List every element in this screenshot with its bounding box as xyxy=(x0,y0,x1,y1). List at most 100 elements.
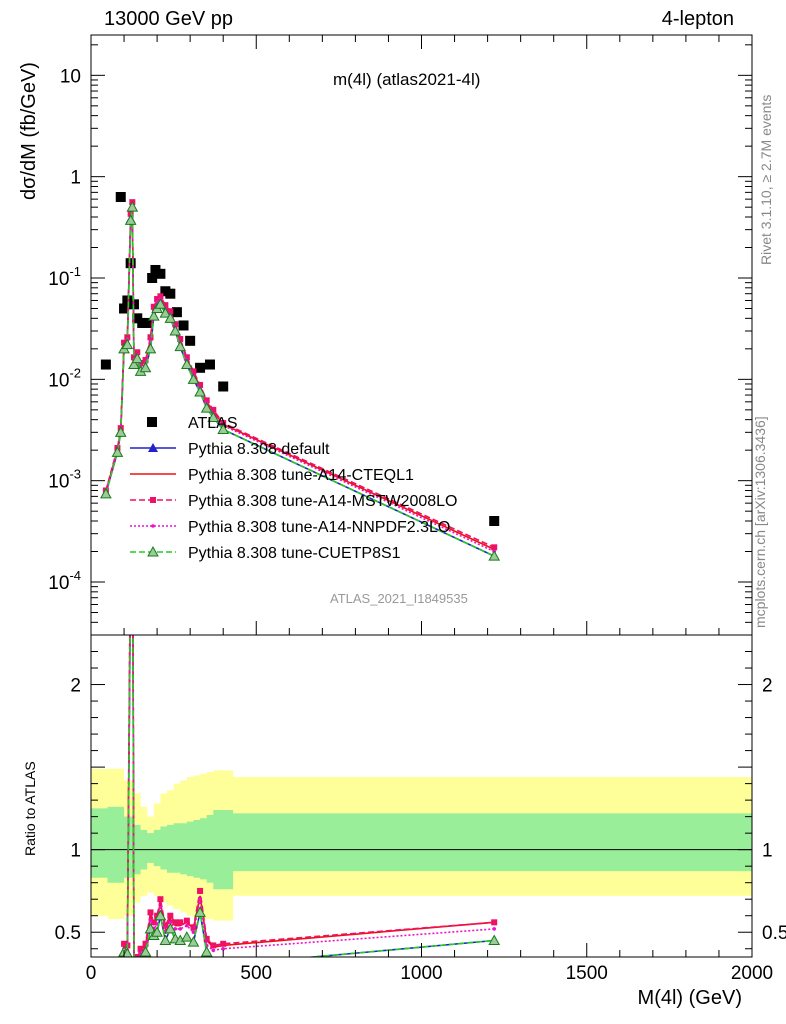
series-point xyxy=(187,373,200,384)
series-point xyxy=(190,368,197,375)
analysis-id-label: ATLAS_2021_I1849535 xyxy=(330,591,468,606)
ratio-point xyxy=(172,919,179,926)
ratio-point xyxy=(101,960,111,969)
ratio-point xyxy=(159,934,172,945)
ratio-point xyxy=(116,970,120,974)
series-point xyxy=(210,406,217,413)
ratio-point xyxy=(218,960,228,969)
main-series-group xyxy=(100,191,501,561)
ratio-plot-panel: 0.5 0.5 1 1 2 2 0 500 1000 1500 2000 xyxy=(55,35,786,984)
ratio-point xyxy=(116,964,126,973)
ratio-point xyxy=(127,415,137,424)
series-point xyxy=(200,402,213,413)
legend-marker xyxy=(147,417,157,427)
data-point xyxy=(489,516,500,527)
ratio-point xyxy=(492,927,497,931)
ratio-point xyxy=(151,926,163,937)
data-point xyxy=(195,362,206,373)
x-tick-label: 0 xyxy=(86,963,97,984)
ratio-point xyxy=(119,965,123,969)
x-tick-label: 1500 xyxy=(566,963,608,984)
ratio-point xyxy=(114,967,120,973)
ratio-point xyxy=(112,969,122,978)
ratio-point xyxy=(180,931,193,942)
data-point xyxy=(165,288,176,299)
ratio-point xyxy=(132,960,142,969)
ratio-point xyxy=(132,967,136,971)
ratio-point xyxy=(210,942,217,949)
ratio-point xyxy=(112,969,122,978)
ratio-point xyxy=(132,960,142,969)
ratio-point xyxy=(211,948,216,953)
ratio-point xyxy=(126,564,136,573)
series-point xyxy=(124,214,137,225)
ratio-point xyxy=(157,896,164,903)
ratio-point xyxy=(162,922,169,929)
ratio-point xyxy=(101,960,111,969)
main-series-5-markers xyxy=(100,201,501,561)
ratio-point xyxy=(197,887,204,894)
ratio-point xyxy=(129,967,139,976)
ratio-point xyxy=(164,922,177,934)
header-left: 13000 GeV pp xyxy=(104,8,233,30)
data-point xyxy=(147,273,158,284)
series-point xyxy=(180,358,193,370)
data-point xyxy=(218,381,229,392)
data-point xyxy=(125,258,136,269)
data-point xyxy=(142,317,153,328)
series-point xyxy=(157,293,164,300)
ratio-point xyxy=(491,919,498,926)
series-point xyxy=(220,420,227,427)
y-tick-exponent: -3 xyxy=(69,467,81,482)
ratio-point xyxy=(191,930,196,935)
series-point xyxy=(130,354,137,361)
series-point xyxy=(154,298,167,309)
ratio-point xyxy=(198,897,202,902)
ratio-point xyxy=(137,945,144,952)
legend-entry: Pythia 8.308 tune-A14-MSTW2008LO xyxy=(130,493,457,510)
ratio-point xyxy=(129,967,139,976)
ratio-point xyxy=(158,905,163,910)
ratio-y-tick-label-right: 0.5 xyxy=(762,923,786,944)
legend-marker xyxy=(147,545,159,557)
series-point xyxy=(203,397,210,404)
ratio-series-group xyxy=(101,415,501,978)
legend-label: Pythia 8.308 tune-A14-NNPDF2.3LO xyxy=(188,519,450,536)
ratio-y-tick-label-right: 2 xyxy=(762,676,773,697)
main-y-axis-label: dσ/dM (fb/GeV) xyxy=(18,62,40,200)
ratio-point xyxy=(208,960,218,969)
y-tick-exponent: -1 xyxy=(69,264,81,279)
main-series-4-line xyxy=(105,204,495,553)
series-point xyxy=(139,361,152,373)
rivet-label: Rivet 3.1.10, ≥ 2.7M events xyxy=(758,94,774,265)
data-point xyxy=(204,359,215,370)
ratio-point xyxy=(121,940,128,947)
mcplots-label: mcplots.cern.ch [arXiv:1306.3436] xyxy=(752,416,768,628)
ratio-y-ticks: 0.5 0.5 1 1 2 2 xyxy=(55,651,786,950)
ratio-point xyxy=(218,960,228,969)
series-point xyxy=(159,307,172,318)
legend-label: Pythia 8.308 tune-A14-CTEQL1 xyxy=(188,467,414,484)
ratio-point xyxy=(127,415,137,424)
ratio-point xyxy=(118,961,124,967)
legend: ATLAS Pythia 8.308 default Pythia 8.308 tu… xyxy=(130,415,457,562)
series-point xyxy=(128,358,140,370)
series-point xyxy=(488,550,501,561)
series-point xyxy=(121,338,134,350)
y-tick-label: 10-4 xyxy=(48,568,81,594)
ratio-series-3-line xyxy=(121,635,495,957)
legend-entry: Pythia 8.308 tune-CUETP8S1 xyxy=(130,545,401,562)
series-point xyxy=(194,385,206,397)
ratio-point xyxy=(142,940,149,947)
legend-marker xyxy=(148,443,158,452)
ratio-point xyxy=(194,906,206,917)
data-point xyxy=(100,359,111,370)
series-point xyxy=(154,296,161,303)
data-point xyxy=(171,307,182,318)
plot-title: m(4l) (atlas2021-4l) xyxy=(333,70,481,89)
ratio-point xyxy=(185,923,189,928)
ratio-point xyxy=(134,954,141,957)
series-point xyxy=(162,302,169,309)
series-point xyxy=(131,352,144,364)
ratio-point xyxy=(167,912,174,919)
